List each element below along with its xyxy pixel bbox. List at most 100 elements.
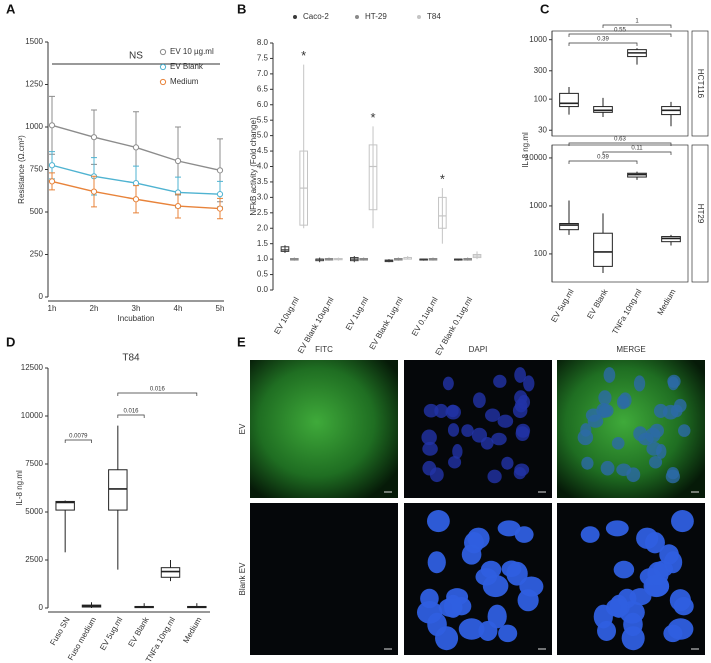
nucleus [667,376,679,391]
marker [174,202,182,210]
y-tick-label: 8.0 [257,38,269,47]
marker [132,180,140,187]
legend-label: Caco-2 [303,12,329,21]
column-header: MERGE [616,345,645,354]
y-tick-label: 1000 [529,201,547,210]
nucleus [427,510,450,533]
facet-frame [551,30,689,137]
x-tick-label: EV Blank [585,287,610,321]
y-tick-label: 7.5 [257,54,269,63]
micrograph [404,503,552,655]
y-tick-label: 300 [534,66,548,75]
y-tick-label: 3.5 [257,177,269,186]
nucleus [587,414,604,428]
marker [132,144,140,151]
y-tick-label: 250 [30,250,44,259]
facet-frame [551,144,689,283]
y-axis-label: IL-8 ng.ml [15,470,24,506]
y-axis-label: Resistance (Ω.cm²) [17,135,26,204]
marker [90,188,98,195]
x-tick-label: 1h [48,304,57,313]
nucleus [678,424,691,437]
column-header: DAPI [469,345,488,354]
nucleus [452,444,463,459]
nucleus [416,601,443,624]
box [438,196,447,229]
y-tick-label: 100 [534,94,548,103]
nucleus [458,618,485,640]
x-tick-label: EV 1ug.ml [344,295,370,332]
p-value: 0.55 [614,28,626,34]
micrograph [250,503,398,655]
row-label: EV [238,423,247,434]
x-tick-label: 3h [132,304,141,313]
x-tick-label: Fuso medium [66,615,98,662]
p-value: 1 [635,19,639,25]
legend-marker [417,15,421,19]
x-tick-label: EV 0.1ug.ml [410,295,440,337]
y-tick-label: 10000 [21,411,44,420]
y-tick-label: 4.5 [257,146,269,155]
nucleus [478,620,498,641]
nucleus [616,394,630,410]
marker [48,178,56,185]
x-axis-label: Incubation [118,314,155,323]
nucleus [669,589,691,612]
nucleus [603,367,616,383]
nucleus [517,589,539,612]
nucleus [498,624,518,643]
nucleus [674,398,687,413]
x-tick-label: Medium [656,287,678,316]
nucleus [649,455,663,469]
p-value: 0.63 [614,137,626,143]
x-tick-label: Medium [181,615,203,644]
nucleus [422,441,438,456]
facet-label: HT29 [696,204,705,224]
y-tick-label: 7500 [25,459,43,468]
nucleus [598,403,614,418]
significance: * [440,172,445,187]
facet-strip [691,144,709,283]
y-axis-label: NFkB activity (Fold change) [249,117,258,216]
y-tick-label: 3.0 [257,192,269,201]
comparison-bracket [568,160,638,164]
box [280,246,290,252]
nucleus [653,560,673,578]
nucleus [616,463,632,476]
nucleus [523,375,535,392]
nucleus [422,460,437,476]
marker [48,162,56,169]
nucleus [443,594,463,618]
y-tick-label: 30 [538,125,547,134]
nucleus [598,390,612,406]
y-axis-label: IL-8 ng.ml [521,132,530,168]
p-value: 0.39 [597,155,609,161]
nucleus [646,441,662,456]
nucleus [421,429,437,446]
y-tick-label: 1000 [25,122,43,131]
box [108,469,128,511]
x-tick-label: Fuso SN [48,615,71,647]
comparison-bracket [117,414,145,418]
box [559,92,579,108]
legend-marker [159,78,167,86]
legend-marker [159,63,167,71]
comparison-bracket [602,24,672,28]
box [593,232,613,267]
nucleus [638,432,654,446]
marker [90,134,98,141]
nucleus [423,403,439,418]
y-tick-label: 0.0 [257,285,269,294]
comparison-bracket [568,42,638,46]
annotation: NS [129,51,143,62]
comparison-bracket [568,33,672,37]
panel-letter: E [237,334,246,349]
nucleus [442,376,454,391]
p-value: 0.016 [150,387,166,393]
image-bg [250,503,398,655]
nucleus [514,367,526,383]
nucleus [487,469,502,484]
nucleus [663,624,683,643]
micrograph [404,360,552,498]
column-header: FITC [315,345,333,354]
